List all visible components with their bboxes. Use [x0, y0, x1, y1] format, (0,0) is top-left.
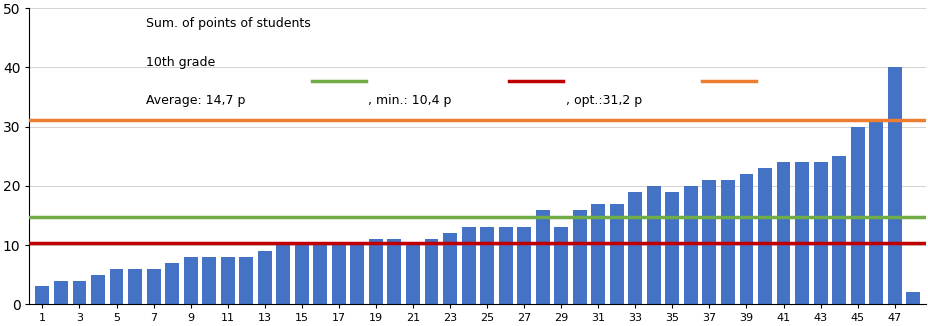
Bar — [554, 227, 568, 304]
Bar — [313, 245, 327, 304]
Bar — [110, 269, 123, 304]
Bar — [294, 245, 308, 304]
Text: Sum. of points of students: Sum. of points of students — [146, 17, 311, 30]
Bar — [257, 251, 271, 304]
Bar — [331, 245, 345, 304]
Bar — [461, 227, 475, 304]
Bar — [368, 239, 382, 304]
Bar — [739, 174, 753, 304]
Bar — [165, 263, 179, 304]
Bar — [591, 203, 604, 304]
Bar — [443, 233, 457, 304]
Bar — [480, 227, 494, 304]
Bar — [664, 192, 678, 304]
Bar — [424, 239, 438, 304]
Bar — [221, 257, 235, 304]
Bar — [794, 162, 808, 304]
Bar — [498, 227, 512, 304]
Text: 10th grade: 10th grade — [146, 56, 215, 69]
Bar — [757, 168, 771, 304]
Bar — [387, 239, 401, 304]
Bar — [683, 186, 697, 304]
Bar — [406, 245, 419, 304]
Text: , min.: 10,4 p: , min.: 10,4 p — [368, 94, 451, 107]
Bar — [609, 203, 623, 304]
Bar — [276, 245, 290, 304]
Text: , opt.:31,2 p: , opt.:31,2 p — [565, 94, 641, 107]
Text: Average: 14,7 p: Average: 14,7 p — [146, 94, 245, 107]
Bar — [720, 180, 734, 304]
Bar — [573, 210, 586, 304]
Bar — [831, 156, 845, 304]
Bar — [813, 162, 827, 304]
Bar — [517, 227, 531, 304]
Bar — [906, 292, 920, 304]
Bar — [702, 180, 715, 304]
Bar — [184, 257, 198, 304]
Bar — [54, 280, 68, 304]
Bar — [128, 269, 142, 304]
Bar — [887, 67, 901, 304]
Bar — [202, 257, 216, 304]
Bar — [869, 121, 883, 304]
Bar — [627, 192, 641, 304]
Bar — [239, 257, 253, 304]
Bar — [91, 274, 105, 304]
Bar — [850, 126, 864, 304]
Bar — [72, 280, 86, 304]
Bar — [350, 245, 364, 304]
Bar — [646, 186, 660, 304]
Bar — [535, 210, 549, 304]
Bar — [35, 287, 49, 304]
Bar — [776, 162, 790, 304]
Bar — [147, 269, 161, 304]
